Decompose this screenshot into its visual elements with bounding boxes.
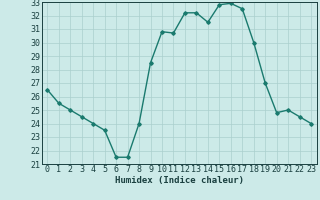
X-axis label: Humidex (Indice chaleur): Humidex (Indice chaleur) [115,176,244,185]
